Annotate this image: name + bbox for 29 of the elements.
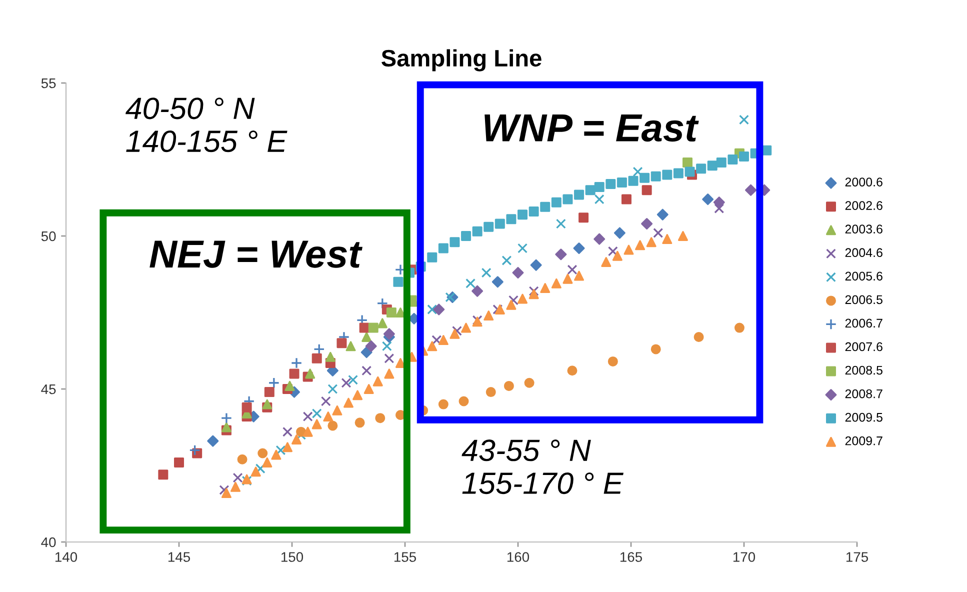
legend-label: 2004.6: [845, 248, 882, 258]
legend-label: 2000.6: [845, 178, 882, 186]
chart-title: Sampling Line: [382, 49, 542, 72]
annotation: WNP = East: [484, 114, 699, 142]
x-tick-label: 165: [620, 552, 642, 562]
y-tick-label: 45: [41, 384, 56, 394]
x-tick-label: 175: [846, 552, 868, 562]
legend-label: 2007.6: [845, 342, 882, 352]
x-tick-label: 150: [281, 552, 304, 562]
x-tick-label: 155: [394, 552, 416, 562]
legend-label: 2008.5: [845, 366, 882, 375]
x-tick-label: 140: [55, 552, 78, 562]
y-tick-label: 40: [41, 537, 56, 548]
legend-label: 2002.6: [845, 201, 882, 210]
x-tick-label: 170: [733, 552, 756, 562]
annotation: 40-50 ° N 140-155 ° E: [126, 98, 288, 152]
x-tick-label: 145: [168, 552, 190, 562]
x-tick-label: 160: [507, 552, 530, 562]
y-tick-label: 50: [41, 231, 56, 242]
legend-label: 2006.5: [845, 295, 882, 304]
annotation: NEJ = West: [150, 240, 362, 268]
legend-label: 2005.6: [845, 272, 882, 281]
legend-label: 2006.7: [845, 318, 882, 328]
legend-label: 2008.7: [845, 389, 882, 398]
annotation: 43-55 ° N 155-170 ° E: [462, 440, 624, 494]
legend-label: 2003.6: [845, 224, 882, 234]
legend-label: 2009.5: [845, 412, 882, 422]
y-tick-label: 55: [41, 78, 56, 88]
legend-label: 2009.7: [845, 436, 882, 446]
